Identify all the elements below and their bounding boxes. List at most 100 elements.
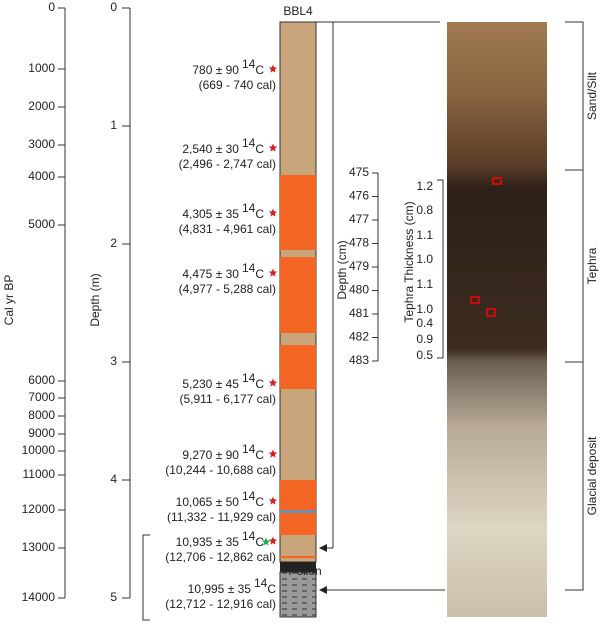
date-age: 780 ± 90 — [192, 63, 239, 77]
tick-label: 477 — [349, 212, 369, 226]
thickness-bracket — [437, 179, 444, 359]
star — [268, 536, 278, 545]
star — [268, 64, 278, 73]
date-calibrated: (12,706 - 12,862 cal) — [165, 550, 276, 564]
date-age: 10,935 ± 35 — [176, 535, 240, 549]
sample-box — [486, 308, 496, 317]
star — [268, 449, 278, 458]
thickness-label: 0.8 — [416, 203, 433, 217]
axis-label: Depth (cm) — [335, 240, 349, 299]
tick-label: 2000 — [28, 99, 55, 113]
tick-label: 479 — [349, 259, 369, 273]
thickness-label: 0.5 — [416, 348, 433, 362]
tick-label: 2 — [110, 236, 117, 250]
isotope-mass: 14 — [242, 136, 256, 150]
thickness-label: 0.4 — [416, 316, 433, 330]
star — [268, 208, 278, 217]
unit-label: Sand/Silt — [585, 71, 599, 120]
date-age: 5,230 ± 45 — [182, 377, 239, 391]
isotope-mass: 14 — [242, 371, 256, 385]
tick-label: 3000 — [28, 137, 55, 151]
thickness-label: 0.9 — [416, 332, 433, 346]
thickness-label: 1.2 — [416, 179, 433, 193]
date-age: 2,540 ± 30 — [182, 142, 239, 156]
unit-label: Glacial deposit — [585, 436, 599, 515]
thickness-label: 1.1 — [416, 228, 433, 242]
tick-label: 4000 — [28, 169, 55, 183]
unit-label: Tephra — [585, 247, 599, 284]
date-calibrated: (11,332 - 11,929 cal) — [167, 510, 276, 524]
tick-label: 1 — [110, 118, 117, 132]
date-age: 10,065 ± 50 — [176, 495, 240, 509]
tick-label: 475 — [349, 165, 369, 179]
sample-box — [470, 296, 480, 304]
tick-label: 481 — [349, 306, 369, 320]
date-calibrated: (4,831 - 4,961 cal) — [179, 222, 276, 236]
tick-label: 13000 — [22, 540, 56, 554]
isotope-symbol: C — [255, 535, 264, 549]
bracket — [142, 534, 150, 621]
isotope-symbol: C — [255, 142, 264, 156]
tick-label: 7000 — [28, 390, 55, 404]
date-age: 4,475 ± 30 — [182, 267, 239, 281]
date-calibrated: (12,712 - 12,916 cal) — [165, 597, 276, 611]
date-calibrated: (10,244 - 10,688 cal) — [165, 463, 276, 477]
connector — [316, 21, 440, 548]
date-age: 4,305 ± 35 — [182, 207, 239, 221]
column-name: BBL4 — [283, 4, 313, 18]
isotope-symbol: C — [255, 448, 264, 462]
isotope-mass: 14 — [242, 201, 256, 215]
tick-label: 4 — [110, 472, 117, 486]
isotope-mass: 14 — [242, 529, 256, 543]
date-age: 9,270 ± 90 — [182, 448, 239, 462]
isotope-symbol: C — [255, 267, 264, 281]
pollen-label: Pollen — [288, 564, 321, 578]
tick-label: 1000 — [28, 61, 55, 75]
tick-label: 5 — [110, 590, 117, 604]
isotope-symbol: C — [267, 582, 276, 596]
isotope-symbol: C — [255, 63, 264, 77]
unit-brackets — [565, 21, 584, 591]
tick-label: 478 — [349, 236, 369, 250]
isotope-mass: 14 — [242, 442, 256, 456]
column — [279, 21, 317, 618]
tick-label: 3 — [110, 354, 117, 368]
tick-label: 0 — [48, 0, 55, 14]
tick-label: 12000 — [22, 502, 56, 516]
star — [261, 537, 271, 546]
star — [268, 378, 278, 387]
star — [268, 143, 278, 152]
sample-box — [492, 177, 502, 185]
tick-label: 14000 — [22, 590, 56, 604]
isotope-mass: 14 — [242, 57, 256, 71]
tick-label: 8000 — [28, 408, 55, 422]
star — [268, 496, 278, 505]
tick-label: 10000 — [22, 443, 56, 457]
tick-label: 0 — [110, 0, 117, 14]
axis-label: Cal yr BP — [2, 275, 16, 326]
tick-label: 480 — [349, 283, 369, 297]
tick-label: 11000 — [23, 467, 56, 481]
isotope-mass: 14 — [242, 261, 256, 275]
thickness-label: 1.1 — [416, 277, 433, 291]
tick-label: 476 — [349, 189, 369, 203]
tick-label: 5000 — [28, 217, 55, 231]
thickness-label: 1.0 — [416, 252, 433, 266]
date-calibrated: (5,911 - 6,177 cal) — [180, 392, 277, 406]
axis-label: Depth (m) — [88, 273, 102, 326]
thickness-label: 1.0 — [416, 302, 433, 316]
photo — [447, 22, 547, 617]
date-calibrated: (4,977 - 5,288 cal) — [179, 282, 276, 296]
isotope-symbol: C — [255, 377, 264, 391]
tick-label: 483 — [349, 353, 369, 367]
tick-label: 6000 — [28, 373, 55, 387]
isotope-mass: 14 — [254, 576, 268, 590]
isotope-mass: 14 — [242, 489, 256, 503]
isotope-symbol: C — [255, 207, 264, 221]
axis-label: Tephra Thickness (cm) — [402, 201, 416, 322]
isotope-symbol: C — [255, 495, 264, 509]
date-age: 10,995 ± 35 — [188, 582, 252, 596]
date-calibrated: (669 - 740 cal) — [199, 78, 276, 92]
date-calibrated: (2,496 - 2,747 cal) — [179, 157, 276, 171]
